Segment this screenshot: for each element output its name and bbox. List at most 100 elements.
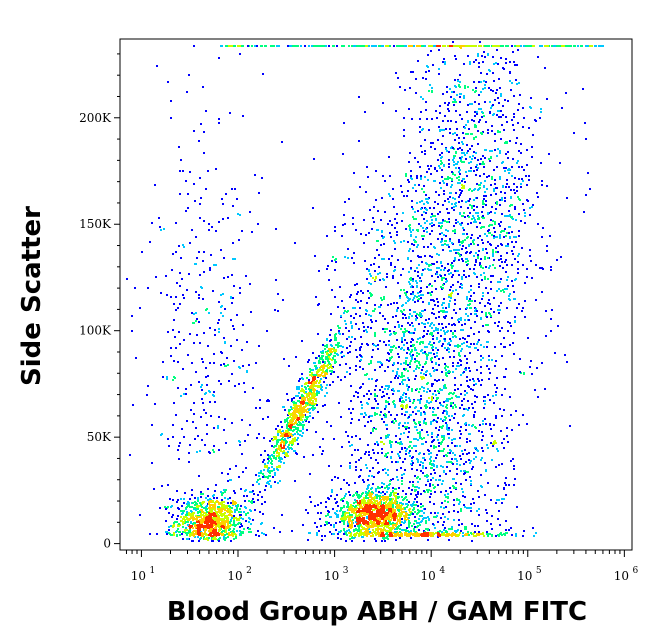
data-point — [433, 313, 435, 315]
data-point — [293, 397, 295, 399]
data-point — [321, 389, 323, 391]
data-point — [408, 281, 410, 283]
data-point — [214, 502, 216, 504]
data-point — [403, 289, 405, 291]
data-point — [405, 228, 407, 230]
data-point — [350, 422, 352, 424]
data-point — [402, 425, 404, 427]
data-point — [347, 257, 349, 259]
data-point — [427, 434, 429, 436]
data-point — [423, 246, 425, 248]
data-point — [210, 528, 212, 530]
data-point — [390, 516, 392, 518]
data-point — [486, 520, 488, 522]
data-point — [273, 469, 275, 471]
data-point — [439, 479, 441, 481]
data-point — [320, 525, 322, 527]
data-point — [368, 517, 370, 519]
data-point — [328, 522, 330, 524]
data-point — [302, 421, 304, 423]
data-point — [304, 399, 306, 401]
data-point — [424, 139, 426, 141]
data-point — [282, 434, 284, 436]
data-point — [294, 440, 296, 442]
data-point — [311, 372, 313, 374]
data-point — [470, 327, 472, 329]
data-point — [249, 509, 251, 511]
data-point — [480, 366, 482, 368]
data-point — [345, 540, 347, 542]
data-point — [306, 395, 308, 397]
data-point — [243, 495, 245, 497]
data-point — [464, 338, 466, 340]
data-point — [374, 393, 376, 395]
data-point — [429, 390, 431, 392]
data-point — [269, 475, 271, 477]
data-point — [211, 504, 213, 506]
data-point — [280, 432, 282, 434]
data-point — [302, 428, 304, 430]
data-point — [268, 467, 270, 469]
data-point — [392, 478, 394, 480]
data-point — [360, 346, 362, 348]
data-point — [363, 416, 365, 418]
data-point — [372, 535, 374, 537]
data-point — [381, 448, 383, 450]
data-point — [385, 344, 387, 346]
data-point — [340, 488, 342, 490]
data-point — [359, 438, 361, 440]
data-point — [375, 490, 377, 492]
data-point — [202, 535, 204, 537]
data-point — [386, 491, 388, 493]
data-point — [321, 453, 323, 455]
data-point — [487, 324, 489, 326]
data-point — [335, 337, 337, 339]
data-point — [419, 478, 421, 480]
data-point — [324, 524, 326, 526]
data-point — [437, 305, 439, 307]
data-point — [394, 248, 396, 250]
data-point — [350, 412, 352, 414]
data-point — [381, 230, 383, 232]
data-point — [365, 464, 367, 466]
data-point — [414, 511, 416, 513]
data-point — [438, 450, 440, 452]
data-point — [382, 491, 384, 493]
data-point — [314, 378, 316, 380]
data-point — [439, 402, 441, 404]
data-point — [431, 441, 433, 443]
data-point — [288, 425, 290, 427]
data-point — [392, 316, 394, 318]
data-point — [429, 458, 431, 460]
data-point — [172, 499, 174, 501]
data-point — [429, 462, 431, 464]
data-point — [366, 393, 368, 395]
data-point — [474, 300, 476, 302]
data-point — [276, 468, 278, 470]
data-point — [398, 515, 400, 517]
data-point — [331, 370, 333, 372]
data-point — [298, 388, 300, 390]
data-point — [395, 420, 397, 422]
data-point — [452, 230, 454, 232]
data-point — [495, 442, 497, 444]
data-point — [176, 518, 178, 520]
data-point — [302, 524, 304, 526]
data-point — [372, 349, 374, 351]
data-point — [315, 374, 317, 376]
data-point — [240, 488, 242, 490]
data-point — [271, 470, 273, 472]
data-point — [456, 468, 458, 470]
data-point — [405, 396, 407, 398]
data-point — [212, 508, 214, 510]
data-point — [541, 180, 543, 182]
data-point — [363, 504, 365, 506]
data-point — [312, 207, 314, 209]
data-point — [379, 487, 381, 489]
data-point — [337, 342, 339, 344]
data-point — [454, 389, 456, 391]
data-point — [454, 330, 456, 332]
data-point — [396, 222, 398, 224]
data-point — [188, 514, 190, 516]
